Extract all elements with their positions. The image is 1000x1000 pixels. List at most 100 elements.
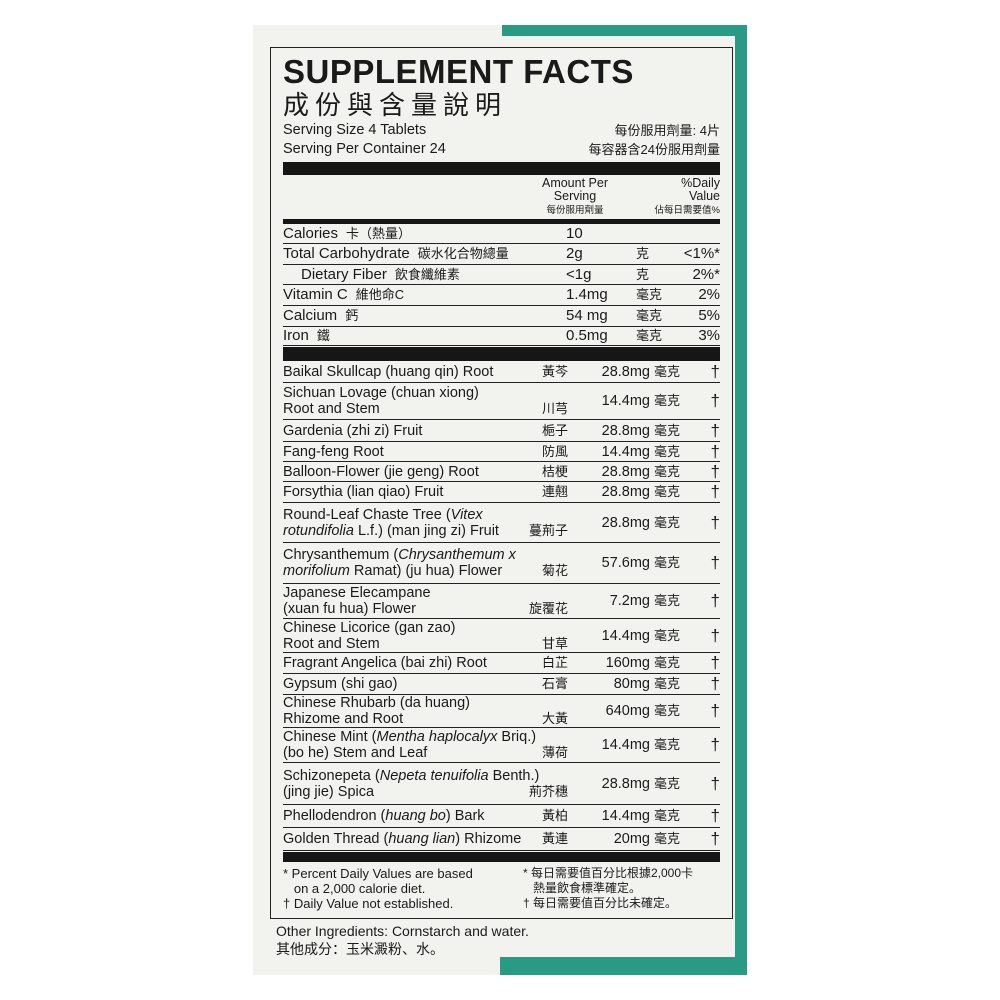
package-panel (253, 25, 747, 975)
ingredient-name-text: Fragrant Angelica (bai zhi) Root (283, 655, 487, 671)
nutrients-table: Calories 卡（熱量） 10 Total Carbohydrate 碳水化合物總量… (283, 224, 720, 346)
ingredient-row: Fang-feng Root 防風 14.4mg 毫克 † (283, 442, 720, 462)
dv-header-zh: 佔每日需要值% (654, 205, 720, 216)
ingredient-row: Fragrant Angelica (bai zhi) Root 白芷 160mg 毫… (283, 653, 720, 674)
nutrient-row: Calories 卡（熱量） 10 (283, 224, 720, 244)
nutrient-amount: <1g (566, 265, 592, 283)
ingredient-name-zh: 防風 (541, 443, 568, 459)
nutrient-name-en: Vitamin C (283, 286, 348, 303)
nutrient-amount: 1.4mg (566, 286, 608, 303)
ingredient-name-text: huang lian (388, 831, 456, 847)
ingredient-row: Forsythia (lian qiao) Fruit 連翹 28.8mg 毫克 † (283, 482, 720, 503)
nutrient-row: Vitamin C 維他命C 1.4mg 毫克 2% (283, 285, 720, 306)
nutrient-unit: 毫克 (636, 328, 663, 343)
ingredient-name: Fang-feng Root 防風 (283, 444, 568, 460)
ingredient-name-line: Chrysanthemum (Chrysanthemum x (283, 547, 568, 563)
nutrient-name-zh: 維他命C (355, 287, 405, 302)
ingredient-name-text: Japanese Elecampane (283, 585, 431, 601)
dagger-icon: † (710, 806, 720, 825)
ingredient-name-line: Japanese Elecampane (283, 585, 568, 601)
ingredient-unit: 毫克 (654, 364, 681, 379)
ingredient-name-line: Chinese Rhubarb (da huang) (283, 695, 568, 711)
ingredient-name-text: Forsythia (lian qiao) Fruit (283, 484, 444, 500)
ingredient-amount: 640mg (605, 703, 650, 719)
serving-size-en: Serving Size 4 Tablets (283, 122, 427, 138)
servings-per-container: Serving Per Container 24 每容器含24份服用劑量 (283, 141, 720, 158)
ingredient-name-text: Balloon-Flower (jie geng) Root (283, 463, 479, 480)
ingredient-name-line: Root and Stem (283, 401, 568, 417)
nutrient-unit: 毫克 (636, 287, 663, 302)
dagger-icon: † (710, 420, 720, 440)
ingredient-name-text: Chrysanthemum ( (283, 547, 399, 563)
other-ingredients-zh: 其他成分：玉米澱粉、水。 (276, 941, 444, 957)
ingredient-name-text: Nepeta tenuifolia (379, 767, 489, 784)
ingredient-row: Balloon-Flower (jie geng) Root 桔梗 28.8mg 毫克… (283, 462, 720, 482)
ingredient-name: Chinese Rhubarb (da huang) Rhizome and Ro… (283, 695, 568, 727)
nutrient-name-zh: 鐵 (316, 328, 330, 343)
footnote: † Daily Value not established. (283, 896, 454, 911)
ingredient-amount: 28.8mg (601, 364, 650, 380)
ingredient-unit: 毫克 (654, 593, 681, 608)
divider-bar (283, 162, 720, 175)
ingredient-name-line: Fragrant Angelica (bai zhi) Root (283, 655, 568, 671)
ingredient-name-text: morifolium (283, 563, 350, 579)
nutrient-name-zh: 鈣 (345, 308, 359, 323)
nutrient-amount: 0.5mg (566, 327, 608, 344)
ingredient-name-zh: 石膏 (541, 676, 568, 691)
ingredient-name: Gardenia (zhi zi) Fruit 梔子 (283, 423, 568, 439)
ingredient-name-line: rotundifolia L.f.) (man jing zi) Fruit (283, 523, 568, 539)
ingredient-amount: 28.8mg (601, 422, 650, 439)
ingredient-name-text: (jing jie) Spica (283, 783, 375, 800)
nutrient-amount: 54 mg (566, 307, 608, 324)
ingredient-name: Japanese Elecampane (xuan fu hua) Flower 旋… (283, 585, 568, 617)
ingredient-amount: 7.2mg (609, 593, 650, 609)
footnote-zh: 熱量飲食標準確定。 (523, 881, 642, 895)
teal-border-right (735, 25, 747, 975)
per-container-en: Serving Per Container 24 (283, 141, 446, 157)
ingredient-name-line: Gypsum (shi gao) (283, 676, 568, 692)
nutrient-name-zh: 卡（熱量） (346, 225, 412, 241)
ingredient-name-text: ) Bark (445, 808, 485, 824)
ingredient-name: Fragrant Angelica (bai zhi) Root 白芷 (283, 655, 568, 671)
ingredient-name-zh: 白芷 (541, 655, 568, 670)
ingredient-amount: 80mg (613, 676, 650, 692)
ingredient-row: Golden Thread (huang lian) Rhizome 黃連 20mg… (283, 828, 720, 851)
ingredient-name: Baikal Skullcap (huang qin) Root 黃芩 (283, 364, 568, 380)
dagger-icon: † (710, 591, 720, 610)
nutrient-dv: 3% (698, 327, 720, 344)
ingredient-name-text: Round-Leaf Chaste Tree ( (283, 506, 451, 523)
nutrient-name-zh: 飲食纖維素 (394, 266, 460, 282)
ingredient-amount: 14.4mg (601, 808, 650, 824)
ingredient-name-zh: 荊芥穗 (528, 783, 568, 799)
nutrient-dv: 5% (698, 307, 720, 324)
nutrient-name: Total Carbohydrate 碳水化合物總量 (283, 246, 566, 262)
ingredient-name-line: Forsythia (lian qiao) Fruit (283, 484, 568, 500)
ingredient-unit: 毫克 (654, 831, 681, 846)
ingredient-amount: 28.8mg (601, 463, 650, 480)
ingredient-unit: 毫克 (654, 703, 681, 718)
nutrient-name-en: Total Carbohydrate (283, 245, 410, 262)
ingredient-name-text: Schizonepeta ( (283, 767, 380, 784)
ingredient-name: Gypsum (shi gao) 石膏 (283, 676, 568, 692)
other-ingredients-en: Other Ingredients: Cornstarch and water. (276, 923, 529, 939)
ingredient-name-zh: 菊花 (541, 563, 568, 578)
nutrient-name: Iron 鐵 (283, 328, 566, 344)
ingredient-name-text: Rhizome and Root (283, 711, 404, 727)
ingredient-name-line: Gardenia (zhi zi) Fruit (283, 423, 568, 439)
ingredient-name: Sichuan Lovage (chuan xiong) Root and Ste… (283, 385, 568, 417)
nutrient-unit: 克 (636, 266, 650, 282)
nutrient-name: Dietary Fiber 飲食纖維素 (283, 265, 566, 283)
ingredients-table: Baikal Skullcap (huang qin) Root 黃芩 28.8mg… (283, 362, 720, 851)
ingredient-unit: 毫克 (654, 655, 681, 670)
ingredient-name: Round-Leaf Chaste Tree (Vitex rotundifoli… (283, 507, 568, 539)
ingredient-name-zh: 旋覆花 (528, 601, 568, 616)
ingredient-name: Golden Thread (huang lian) Rhizome 黃連 (283, 831, 568, 847)
ingredient-name-line: morifolium Ramat) (ju hua) Flower (283, 563, 568, 579)
ingredient-name-text: Baikal Skullcap (huang qin) Root (283, 364, 494, 380)
nutrient-name-en: Dietary Fiber (301, 265, 387, 283)
ingredient-unit: 毫克 (654, 555, 681, 570)
ingredient-name-line: Baikal Skullcap (huang qin) Root (283, 364, 568, 380)
dagger-icon: † (710, 829, 720, 848)
ingredient-row: Sichuan Lovage (chuan xiong) Root and Ste… (283, 383, 720, 420)
ingredient-name-text: Chinese Rhubarb (da huang) (283, 695, 471, 711)
